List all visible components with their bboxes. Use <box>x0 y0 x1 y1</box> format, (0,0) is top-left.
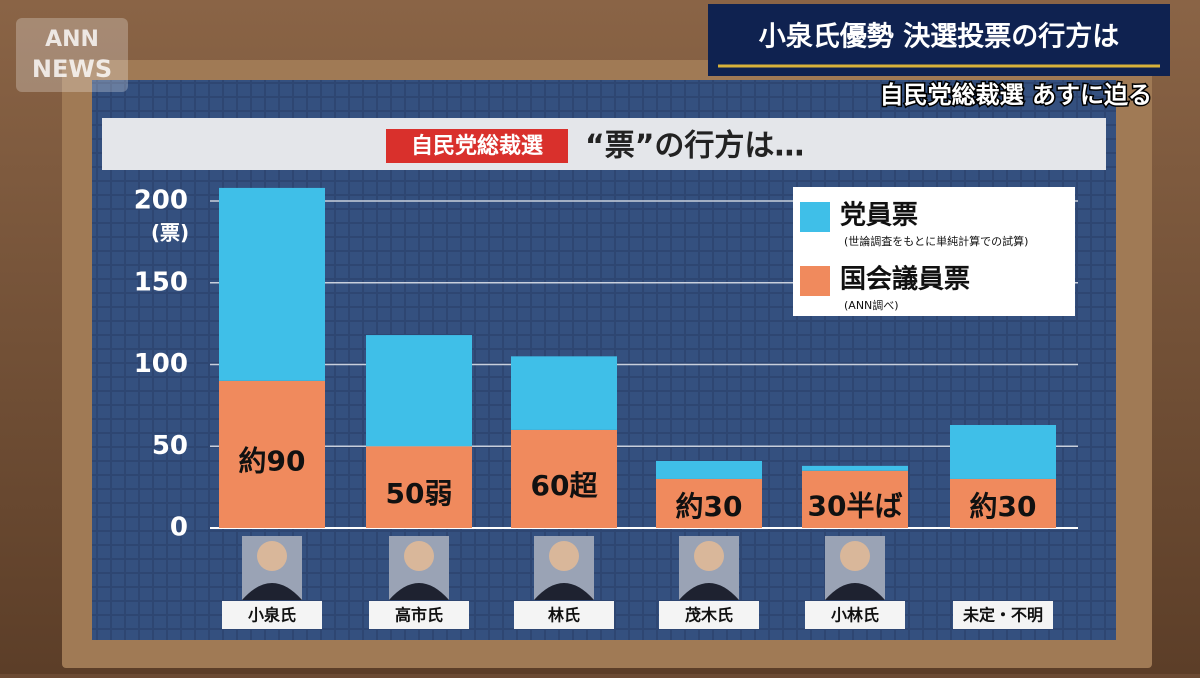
logo: ANN <box>45 27 99 52</box>
bar-segment <box>219 380 325 528</box>
value-label: 60超 <box>531 469 599 502</box>
legend-box <box>793 187 1075 316</box>
title-tag-box <box>386 129 568 163</box>
category-box <box>514 601 614 629</box>
value-label: 約90 <box>239 444 306 477</box>
bar-segment <box>511 429 617 528</box>
logo: NEWS <box>32 55 112 83</box>
bar-segment <box>802 470 908 528</box>
portrait-body <box>679 583 739 600</box>
category-label: 茂木氏 <box>685 606 733 625</box>
headline-box <box>708 4 1170 76</box>
portrait-body <box>534 583 594 600</box>
bar-segment <box>950 424 1056 479</box>
bar-segment <box>802 465 908 471</box>
y-tick-label: 150 <box>134 267 188 297</box>
bar-segment <box>656 478 762 528</box>
headline: 小泉氏優勢 決選投票の行方は <box>759 21 1119 53</box>
value-label: 約30 <box>970 490 1037 523</box>
logo-box <box>16 18 128 92</box>
value-label: 50弱 <box>386 477 453 510</box>
y-tick-label: 50 <box>152 431 188 461</box>
category-box <box>369 601 469 629</box>
category-label: 高市氏 <box>395 606 443 625</box>
category-box <box>222 601 322 629</box>
portrait-head <box>257 541 287 571</box>
legend-note: (ANN調べ) <box>844 298 899 312</box>
bar-segment <box>950 478 1056 528</box>
category-label: 小林氏 <box>831 606 879 625</box>
category-label: 未定・不明 <box>962 606 1043 625</box>
bar-segment <box>366 446 472 528</box>
legend-label: 国会議員票 <box>840 264 970 295</box>
legend-label: 党員票 <box>840 201 918 231</box>
portrait-body <box>242 583 302 600</box>
legend-swatch <box>800 202 830 232</box>
bar-segment <box>219 187 325 381</box>
y-tick-label: 0 <box>170 513 188 543</box>
bar-segment <box>656 460 762 479</box>
portrait-head <box>404 541 434 571</box>
bar-segment <box>511 356 617 430</box>
category-box <box>953 601 1053 629</box>
category-box <box>805 601 905 629</box>
y-axis-label: (票) <box>151 221 189 245</box>
value-label: 約30 <box>676 490 743 523</box>
category-label: 林氏 <box>548 606 580 625</box>
chart-title: “票”の行方は… <box>585 129 804 164</box>
y-tick-label: 100 <box>134 349 188 379</box>
category-label: 小泉氏 <box>248 606 296 625</box>
bar-segment <box>366 335 472 447</box>
title-tag: 自民党総裁選 <box>411 133 543 159</box>
value-label: 30半ば <box>808 489 903 522</box>
category-box <box>659 601 759 629</box>
legend-swatch <box>800 266 830 296</box>
portrait-head <box>694 541 724 571</box>
legend-note: (世論調査をもとに単純計算での試算) <box>844 234 1028 248</box>
portrait-body <box>825 583 885 600</box>
subheadline: 自民党総裁選 あすに迫る <box>880 81 1152 109</box>
portrait-head <box>549 541 579 571</box>
portrait-body <box>389 583 449 600</box>
portrait-head <box>840 541 870 571</box>
title-strip <box>102 118 1106 170</box>
y-tick-label: 200 <box>134 186 188 216</box>
